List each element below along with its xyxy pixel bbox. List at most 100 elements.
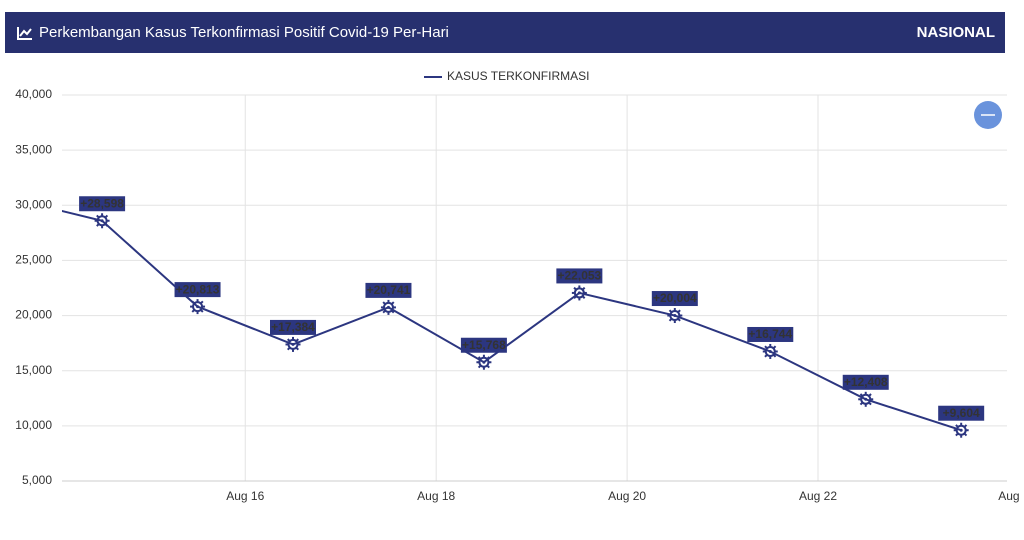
marker-core [5,196,8,199]
marker-spike [573,295,577,299]
marker-spike [191,309,196,313]
y-tick-label: 40,000 [15,87,52,101]
x-tick-label: Aug 18 [417,489,455,503]
point-marker [667,308,683,324]
marker-spike [668,309,673,314]
value-label: +12,408 [844,375,888,389]
marker-spike [390,301,395,305]
value-label-box [365,282,412,298]
marker-spike [390,309,395,314]
y-tick-label: 35,000 [15,142,52,156]
y-tick-label: 25,000 [15,253,52,267]
marker-spike [859,393,864,397]
x-tick-label: Aug 16 [226,489,264,503]
chart-title: Perkembangan Kasus Terkonfirmasi Positif… [39,24,449,41]
marker-spike [477,364,482,369]
marker-core [864,397,868,401]
value-label-box [270,319,316,335]
y-tick-label: 5,000 [22,473,52,487]
marker-spike [955,424,959,428]
marker-spike [286,346,291,351]
value-label-box [651,291,698,307]
marker-spike [581,295,586,299]
marker-spike [573,286,577,291]
value-label-box [79,196,126,212]
marker-spike [859,401,864,406]
marker-core [577,291,581,295]
marker-spike [764,353,768,358]
marker-spike [677,318,681,322]
y-tick-label: 10,000 [15,418,52,432]
marker-spike [1,192,3,194]
marker-spike [668,318,673,322]
value-label-box [460,337,507,353]
marker-spike [486,356,490,360]
y-tick-label: 30,000 [15,197,52,211]
point-marker [476,354,492,370]
header-title-wrap: Perkembangan Kasus Terkonfirmasi Positif… [17,24,449,41]
marker-core [959,428,963,432]
marker-spike [963,432,968,437]
marker-spike [772,353,777,358]
marker-spike [486,364,490,369]
point-marker [285,336,301,352]
marker-spike [200,309,204,313]
marker-spike [286,338,291,342]
value-label: +16,744 [748,327,792,341]
marker-spike [963,424,968,428]
marker-core [768,349,772,353]
value-label-box [747,326,794,342]
value-label-box [174,282,221,298]
marker-spike [96,223,100,227]
marker-spike [104,223,109,227]
marker-spike [581,286,586,291]
marker-spike [955,432,959,437]
plot-area: +28,598 +20,813 +17,384 +20,741 +15,768 +22,0… [0,190,985,438]
marker-spike [96,214,100,219]
marker-spike [868,401,872,406]
marker-core [100,219,104,223]
marker-spike [295,346,300,351]
point-marker [953,422,969,438]
marker-spike [677,309,681,314]
marker-body [2,193,11,202]
value-label: +20,813 [176,282,220,296]
marker-spike [477,356,482,360]
marker-core [196,305,200,309]
point-marker [762,343,778,359]
value-label: +20,741 [367,283,411,297]
value-label: +9,604 [943,406,980,420]
region-label: NASIONAL [916,24,995,41]
x-tick-label: Aug 20 [608,489,646,503]
value-label-box [938,405,985,421]
marker-spike [10,192,12,194]
point-marker [380,299,396,315]
marker-spike [10,201,12,203]
marker-core [482,360,486,364]
value-label-box [556,268,603,284]
marker-spike [772,345,777,350]
value-label: +22,053 [558,269,602,283]
marker-core [673,314,677,318]
header: Perkembangan Kasus Terkonfirmasi Positif… [5,12,1005,53]
marker-spike [295,338,300,342]
point-marker [190,299,206,315]
value-label: +15,768 [462,338,506,352]
point-marker [571,285,587,301]
marker-spike [1,201,3,203]
x-tick-label: Aug 22 [799,489,837,503]
value-label: +28,598 [80,196,124,210]
marker-spike [200,300,204,305]
value-label: +20,004 [653,291,697,305]
point-marker [0,190,14,205]
value-label-box [842,374,889,390]
marker-spike [382,309,386,314]
point-marker [94,213,110,229]
chart-icon [17,26,32,40]
y-tick-label: 15,000 [15,363,52,377]
value-label: +17,384 [271,320,315,334]
marker-core [386,305,390,309]
marker-spike [104,214,109,219]
